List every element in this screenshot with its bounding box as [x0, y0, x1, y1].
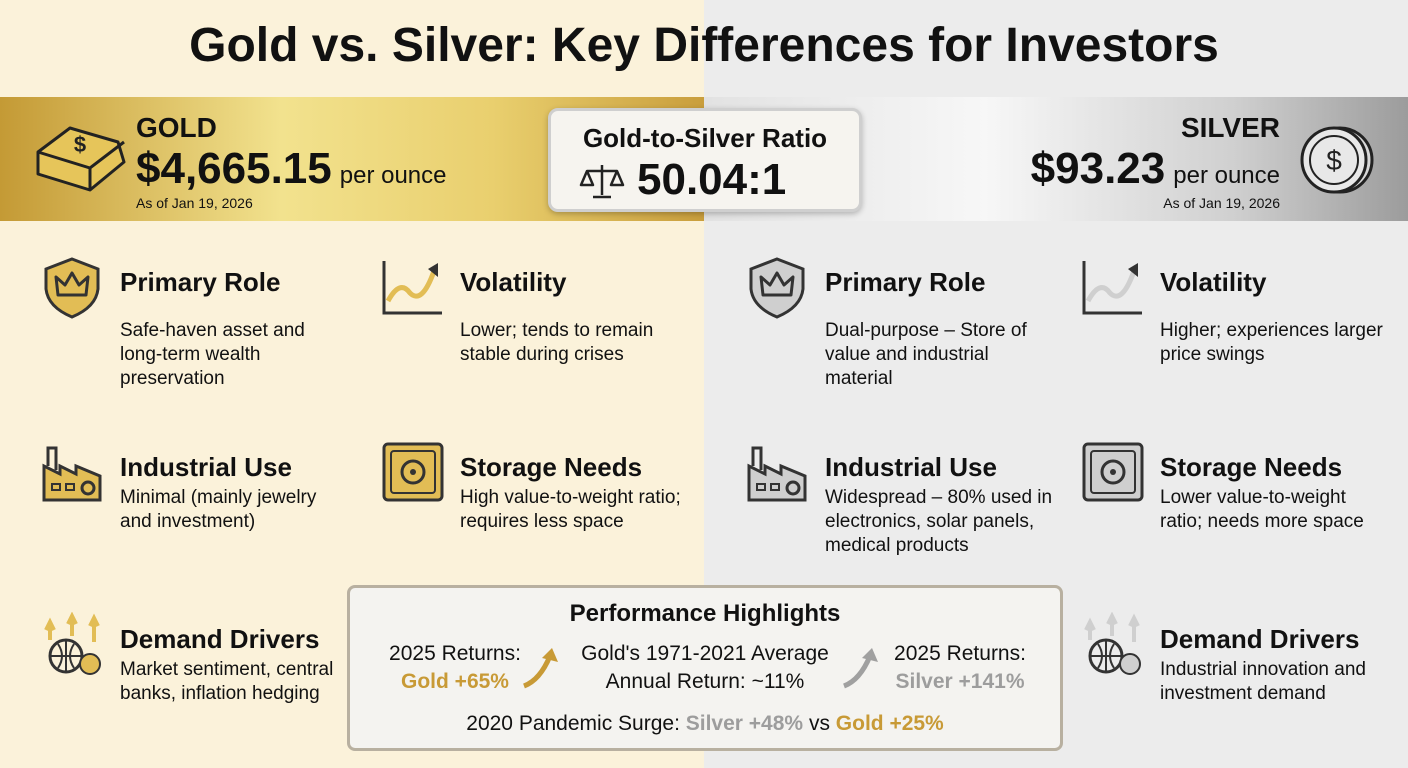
card-text: Higher; experiences larger price swings [1160, 320, 1383, 365]
card-text: Lower value-to-weight ratio; needs more … [1160, 487, 1364, 532]
silver-price-line: $93.23 per ounce [1031, 144, 1280, 194]
performance-title: Performance Highlights [569, 600, 841, 627]
gold-date: As of Jan 19, 2026 [136, 195, 253, 211]
card-text: Industrial innovation and investment dem… [1160, 659, 1366, 704]
silver-date: As of Jan 19, 2026 [1163, 195, 1280, 211]
average-line2: Annual Return: ~11% [605, 670, 805, 693]
card-icon [44, 612, 101, 675]
gold-name: GOLD [136, 112, 217, 143]
title: Gold vs. Silver: Key Differences for Inv… [189, 19, 1219, 72]
ratio-box: Gold-to-Silver Ratio 50.04:1 [548, 108, 862, 212]
gold-price-line: $4,665.15 per ounce [136, 144, 447, 194]
card-title: Demand Drivers [120, 624, 320, 654]
surge-vs: vs [808, 712, 830, 735]
gold-returns-value: Gold +65% [401, 670, 509, 693]
ratio-label: Gold-to-Silver Ratio [582, 123, 828, 153]
card-text: Lower; tends to remain stable during cri… [460, 320, 654, 365]
card-title: Storage Needs [460, 452, 643, 482]
gold-price: $4,665.15 [136, 144, 332, 193]
card-icon [749, 257, 805, 319]
average-return: Gold's 1971-2021 Average Annual Return: … [560, 640, 850, 696]
card-title: Primary Role [825, 267, 986, 297]
card-text: Market sentiment, central banks, inflati… [120, 659, 334, 704]
average-line1: Gold's 1971-2021 Average [581, 642, 829, 665]
scale-icon [579, 165, 625, 199]
card-icon [747, 446, 807, 502]
gold-bar-icon: $ [36, 126, 126, 192]
card-icon [1084, 612, 1141, 675]
card-title: Primary Role [120, 267, 281, 297]
card-text: Safe-haven asset and long-term wealth pr… [120, 320, 305, 389]
silver-name: SILVER [1180, 112, 1280, 143]
card-icon [382, 261, 442, 315]
card-title: Industrial Use [120, 452, 292, 482]
silver-returns-label: 2025 Returns: [894, 642, 1026, 665]
silver-coin-icon: $ [1300, 126, 1374, 194]
silver-returns-value: Silver +141% [895, 670, 1025, 693]
arrow-icon [842, 648, 878, 689]
card-icon [44, 257, 100, 319]
card-title: Demand Drivers [1160, 624, 1360, 654]
card-text: Dual-purpose – Store of value and indust… [825, 320, 1027, 389]
card-icon [382, 442, 444, 502]
silver-price: $93.23 [1030, 144, 1166, 193]
card-text: High value-to-weight ratio; requires les… [460, 487, 681, 532]
surge-label: 2020 Pandemic Surge: [466, 712, 680, 735]
card-title: Volatility [460, 267, 567, 297]
surge-gold: Gold +25% [835, 712, 944, 735]
card-icon [1082, 442, 1144, 502]
card-text: Widespread – 80% used in electronics, so… [825, 487, 1053, 556]
svg-text:$: $ [74, 132, 86, 157]
performance-box: Performance Highlights 2025 Returns: Gol… [347, 585, 1063, 751]
gold-unit: per ounce [339, 162, 447, 189]
card-icon [1082, 261, 1142, 315]
surge: 2020 Pandemic Surge: Silver +48% vs Gold… [350, 710, 1060, 738]
card-text: Minimal (mainly jewelry and investment) [120, 487, 317, 532]
silver-unit: per ounce [1173, 162, 1280, 189]
svg-text:$: $ [1326, 145, 1342, 176]
card-icon [42, 446, 102, 502]
arrow-icon [522, 648, 558, 689]
card-title: Volatility [1160, 267, 1267, 297]
card-title: Storage Needs [1160, 452, 1343, 482]
card-title: Industrial Use [825, 452, 997, 482]
silver-returns: 2025 Returns: Silver +141% [865, 640, 1055, 696]
ratio-value: 50.04:1 [637, 155, 787, 204]
surge-silver: Silver +48% [685, 712, 804, 735]
gold-returns-label: 2025 Returns: [389, 642, 521, 665]
gold-returns: 2025 Returns: Gold +65% [360, 640, 550, 696]
